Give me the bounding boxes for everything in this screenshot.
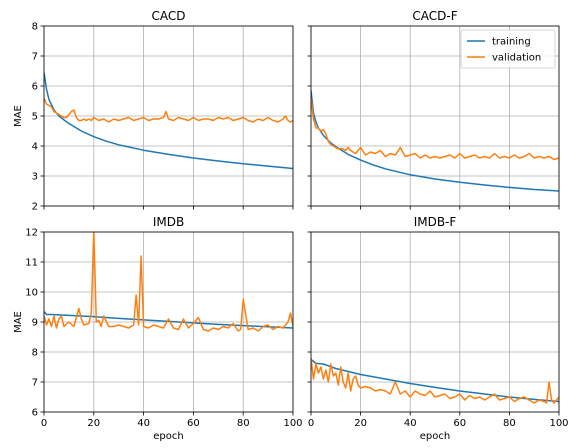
- series-line-validation: [44, 97, 293, 123]
- panel-cacd: 2 3 4 5 6 7 8 CACD MAE: [13, 9, 294, 213]
- legend-label-validation: validation: [492, 53, 541, 64]
- x-tick-label: 100: [549, 418, 568, 429]
- series-line-training: [44, 72, 293, 170]
- y-tick-label: 6: [32, 408, 38, 419]
- y-tick-label: 9: [32, 318, 38, 329]
- x-tick-label: 60: [453, 418, 466, 429]
- x-axis-label: epoch: [420, 431, 450, 442]
- y-tick-label: 5: [32, 112, 38, 123]
- panel-imdb-f: 0 20 40 60 80 100 IMDB-F epoch: [307, 215, 569, 442]
- series-line-validation: [44, 232, 293, 332]
- legend-box: [460, 29, 556, 69]
- x-tick-label: 40: [137, 418, 150, 429]
- x-tick-label: 40: [404, 418, 417, 429]
- x-tick-label: 60: [187, 418, 200, 429]
- x-tick-label: 20: [354, 418, 367, 429]
- y-tick-label: 4: [32, 142, 38, 153]
- x-tick-label: 0: [41, 418, 47, 429]
- y-tick-label: 10: [25, 288, 38, 299]
- y-tick-label: 7: [32, 378, 38, 389]
- y-tick-label: 8: [32, 22, 38, 33]
- panel-cacd-f: CACD-F training validation: [307, 9, 560, 210]
- panel-title: IMDB: [153, 215, 184, 229]
- y-tick-label: 6: [32, 82, 38, 93]
- y-tick-label: 12: [25, 228, 38, 239]
- y-tick-label: 2: [32, 202, 38, 213]
- y-tick-label: 8: [32, 348, 38, 359]
- y-axis-label: MAE: [13, 311, 24, 333]
- x-tick-label: 20: [87, 418, 100, 429]
- panel-title: CACD-F: [412, 9, 457, 23]
- x-tick-label: 100: [283, 418, 302, 429]
- legend-label-training: training: [492, 37, 531, 48]
- series-line-validation: [311, 357, 559, 404]
- y-tick-label: 3: [32, 172, 38, 183]
- y-axis-label: MAE: [13, 105, 24, 127]
- series-line-validation: [311, 97, 559, 161]
- series-line-training: [311, 358, 559, 403]
- x-axis-label: epoch: [153, 431, 183, 442]
- legend: training validation: [460, 29, 556, 69]
- x-tick-label: 0: [308, 418, 314, 429]
- panel-imdb: 0 20 40 60 80 100 6 7 8 9 10 11 12 IMDB MAE epoch: [13, 215, 303, 442]
- y-tick-label: 7: [32, 52, 38, 63]
- x-tick-label: 80: [503, 418, 516, 429]
- x-tick-label: 80: [237, 418, 250, 429]
- panel-title: CACD: [152, 9, 186, 23]
- panel-title: IMDB-F: [414, 215, 457, 229]
- y-tick-label: 11: [25, 258, 38, 269]
- series-line-training: [311, 90, 559, 192]
